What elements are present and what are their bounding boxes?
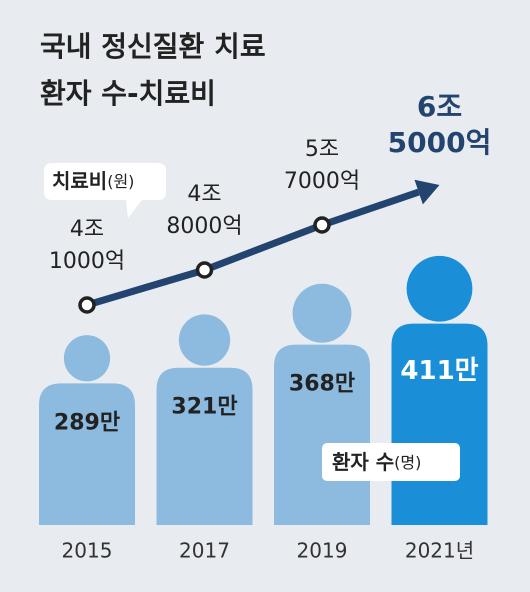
cost-marker xyxy=(313,216,331,234)
figure-head xyxy=(178,314,231,366)
x-tick-label: 2019 xyxy=(297,539,348,563)
cost-label: 6조 xyxy=(417,90,462,123)
cost-marker xyxy=(195,261,214,279)
x-tick-label: 2015 xyxy=(62,539,113,563)
figure-head xyxy=(63,335,111,382)
cost-label: 5조 xyxy=(305,137,339,162)
figure-head xyxy=(406,255,473,322)
figure-body xyxy=(156,367,253,525)
cost-label: 1000억 xyxy=(49,249,125,274)
chart-title: 환자 수-치료비 xyxy=(40,77,216,110)
value-label: 289만 xyxy=(54,410,120,435)
cost-label: 4조 xyxy=(70,217,104,242)
arrow-head xyxy=(414,179,440,205)
cost-label: 4조 xyxy=(187,182,221,207)
cost-label: 5000억 xyxy=(388,126,492,159)
figure-body xyxy=(39,383,135,525)
value-label: 411만 xyxy=(400,356,478,386)
legend-name: 환자 수 xyxy=(332,450,394,474)
chart-title: 국내 정신질환 치료 xyxy=(40,30,266,63)
x-tick-label: 2017 xyxy=(179,539,230,563)
legend-label: 환자 수(명) xyxy=(332,450,421,474)
value-label: 321만 xyxy=(171,395,237,420)
legend-label: 치료비(원) xyxy=(52,169,134,193)
legend-bubble xyxy=(44,163,166,218)
cost-line xyxy=(86,188,420,309)
legend-box xyxy=(322,443,460,481)
figure-body xyxy=(391,323,488,525)
figure-head xyxy=(292,283,352,343)
value-label: 368만 xyxy=(289,372,355,397)
cost-label: 8000억 xyxy=(166,214,242,239)
legend-name: 치료비 xyxy=(52,169,107,193)
cost-label: 7000억 xyxy=(284,169,360,194)
legend-unit: (원) xyxy=(107,172,134,191)
cost-marker xyxy=(78,296,96,314)
x-tick-label: 2021년 xyxy=(405,539,474,563)
legend-unit: (명) xyxy=(394,453,421,472)
